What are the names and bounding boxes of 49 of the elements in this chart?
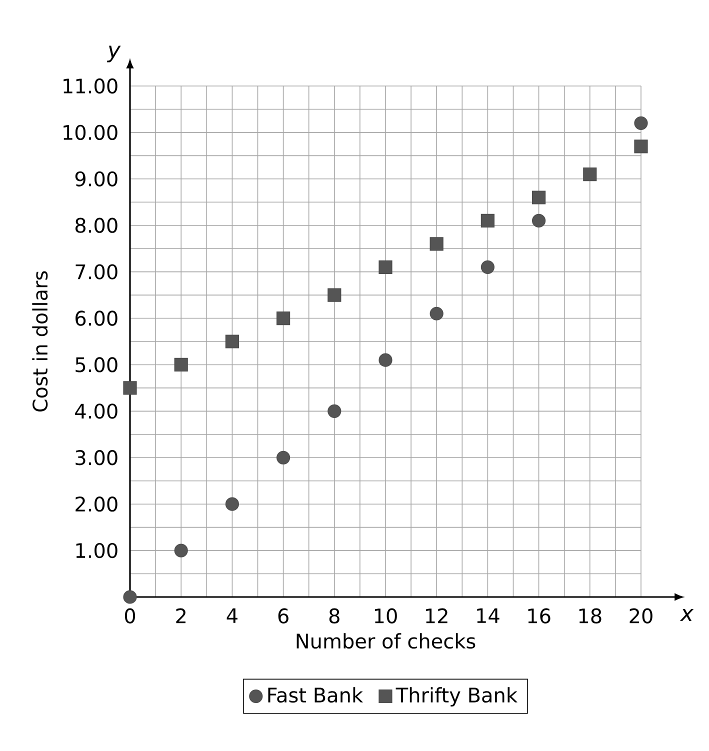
legend-label: Fast Bank	[268, 687, 364, 703]
point	[378, 353, 392, 367]
x-tick-label: 8	[329, 608, 340, 624]
point	[174, 544, 188, 558]
x-tick-label: 6	[278, 608, 288, 624]
y-tick-label: 4.00	[75, 404, 118, 419]
point	[532, 214, 546, 228]
y-tick-label: 9.00	[75, 171, 118, 186]
y-tick-label: 3.00	[76, 450, 118, 466]
x-tick-label: 0	[124, 608, 136, 624]
point	[430, 306, 444, 320]
y-tick-label: 11.00	[64, 78, 118, 94]
x-tick-label: 12	[426, 608, 448, 624]
x-tick-label: 4	[226, 608, 238, 623]
y-tick-label: 1.00	[76, 542, 118, 558]
point	[480, 260, 494, 274]
point	[378, 260, 392, 274]
text: y	[106, 46, 121, 62]
x-tick-label: 2	[176, 608, 186, 624]
point	[225, 334, 239, 348]
y-tick-label: 10.00	[64, 124, 118, 140]
x-tick-label: 20	[630, 608, 652, 624]
x-tick-label: 14	[477, 608, 500, 623]
point	[276, 450, 290, 464]
point	[328, 404, 342, 418]
y-tick-label: 2.00	[76, 496, 118, 512]
point	[634, 116, 648, 130]
x-tick-label: 18	[579, 608, 602, 624]
x-axis-title: Number of checks	[296, 633, 476, 649]
legend-label: Thrifty Bank	[396, 687, 518, 707]
text: x	[680, 609, 694, 622]
point	[328, 288, 342, 302]
point	[276, 311, 290, 326]
point	[583, 167, 597, 182]
y-axis-title: Cost in dollars	[32, 271, 48, 412]
point	[174, 358, 188, 372]
point	[123, 381, 137, 395]
y-tick-label: 5.00	[76, 357, 118, 372]
y-tick-label: 6.00	[76, 310, 118, 326]
point	[430, 237, 444, 251]
point	[480, 214, 494, 228]
point	[634, 140, 648, 154]
x-tick-label: 16	[528, 608, 550, 624]
point	[225, 497, 239, 511]
point	[532, 190, 546, 204]
y-tick-label: 8.00	[75, 218, 118, 233]
x-tick-label: 10	[374, 608, 397, 624]
point	[123, 590, 137, 604]
y-tick-label: 7.00	[76, 264, 118, 280]
